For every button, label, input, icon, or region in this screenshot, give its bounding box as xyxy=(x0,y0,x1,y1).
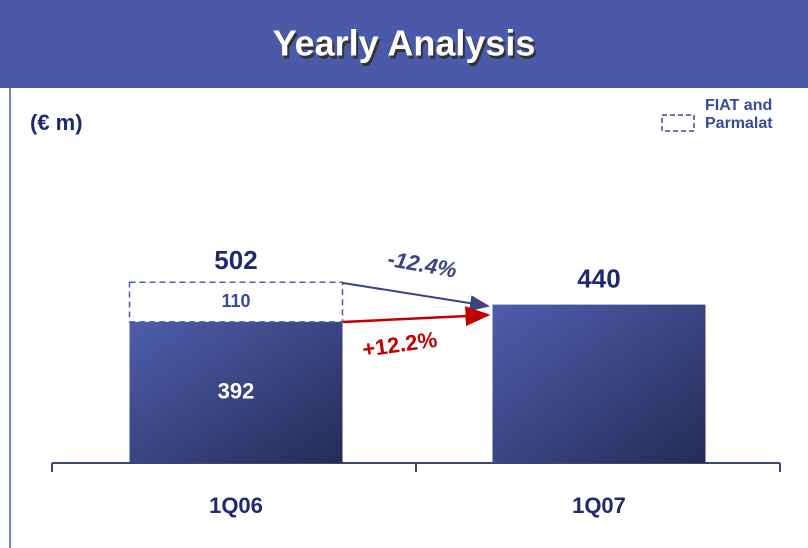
value-label: 392 xyxy=(218,378,255,403)
title-shadow: Yearly Analysis xyxy=(275,26,538,67)
value-label: 440 xyxy=(577,263,620,293)
total-label: 502 xyxy=(214,245,257,275)
arrow xyxy=(342,306,491,327)
header xyxy=(0,0,808,88)
bar-segment xyxy=(128,281,344,323)
legend-swatch xyxy=(661,114,695,132)
annotation: +12.2% xyxy=(361,327,439,362)
unit-label: (€ m) xyxy=(30,110,83,135)
legend-label: FIAT and Parmalat xyxy=(705,97,773,132)
bar-segment xyxy=(492,304,706,463)
bar-segment xyxy=(129,321,343,463)
x-tick-label: 1Q07 xyxy=(572,493,626,518)
value-label: 110 xyxy=(221,291,250,311)
x-tick-label: 1Q06 xyxy=(209,493,263,518)
annotation: -12.4% xyxy=(386,246,459,283)
arrow xyxy=(342,282,490,312)
chart-title: Yearly Analysis xyxy=(273,23,536,64)
